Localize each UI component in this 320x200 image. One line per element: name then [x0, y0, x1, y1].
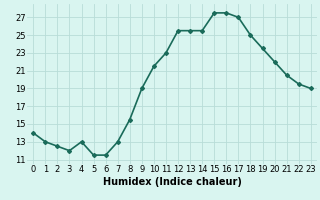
X-axis label: Humidex (Indice chaleur): Humidex (Indice chaleur) — [103, 177, 241, 187]
